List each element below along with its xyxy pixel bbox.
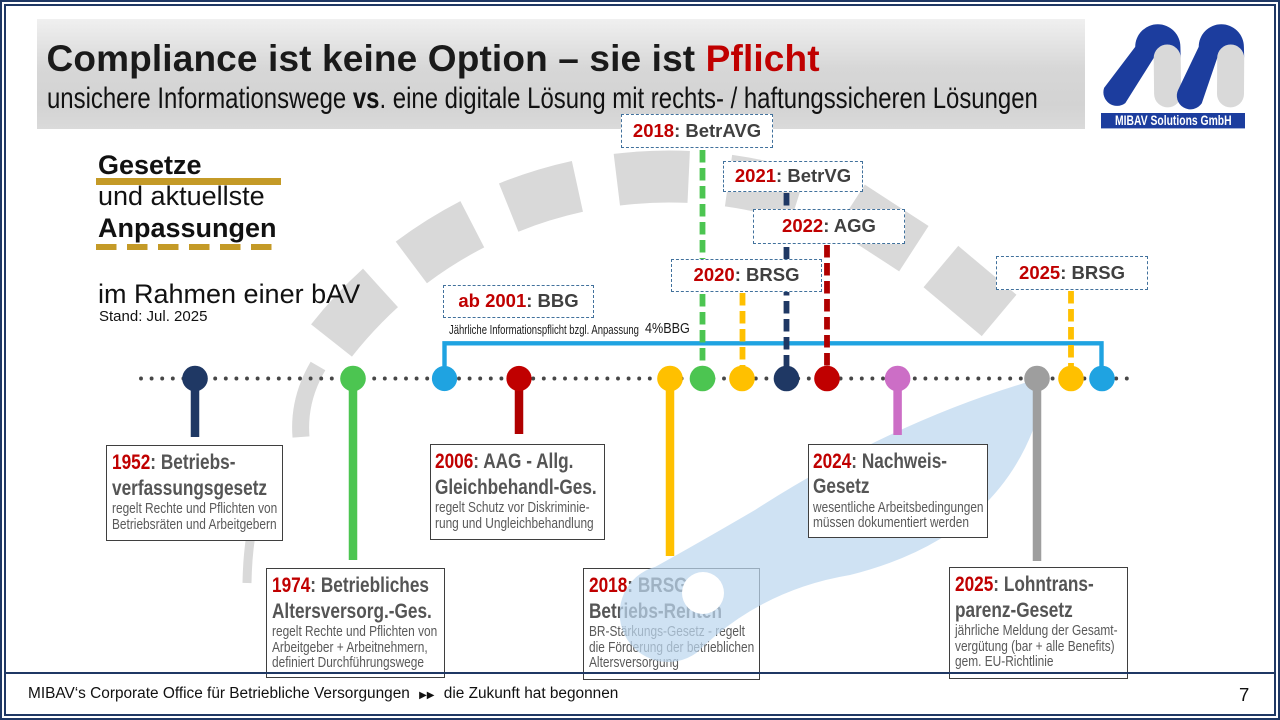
svg-text:MIBAV Solutions GmbH: MIBAV Solutions GmbH bbox=[1115, 113, 1232, 128]
